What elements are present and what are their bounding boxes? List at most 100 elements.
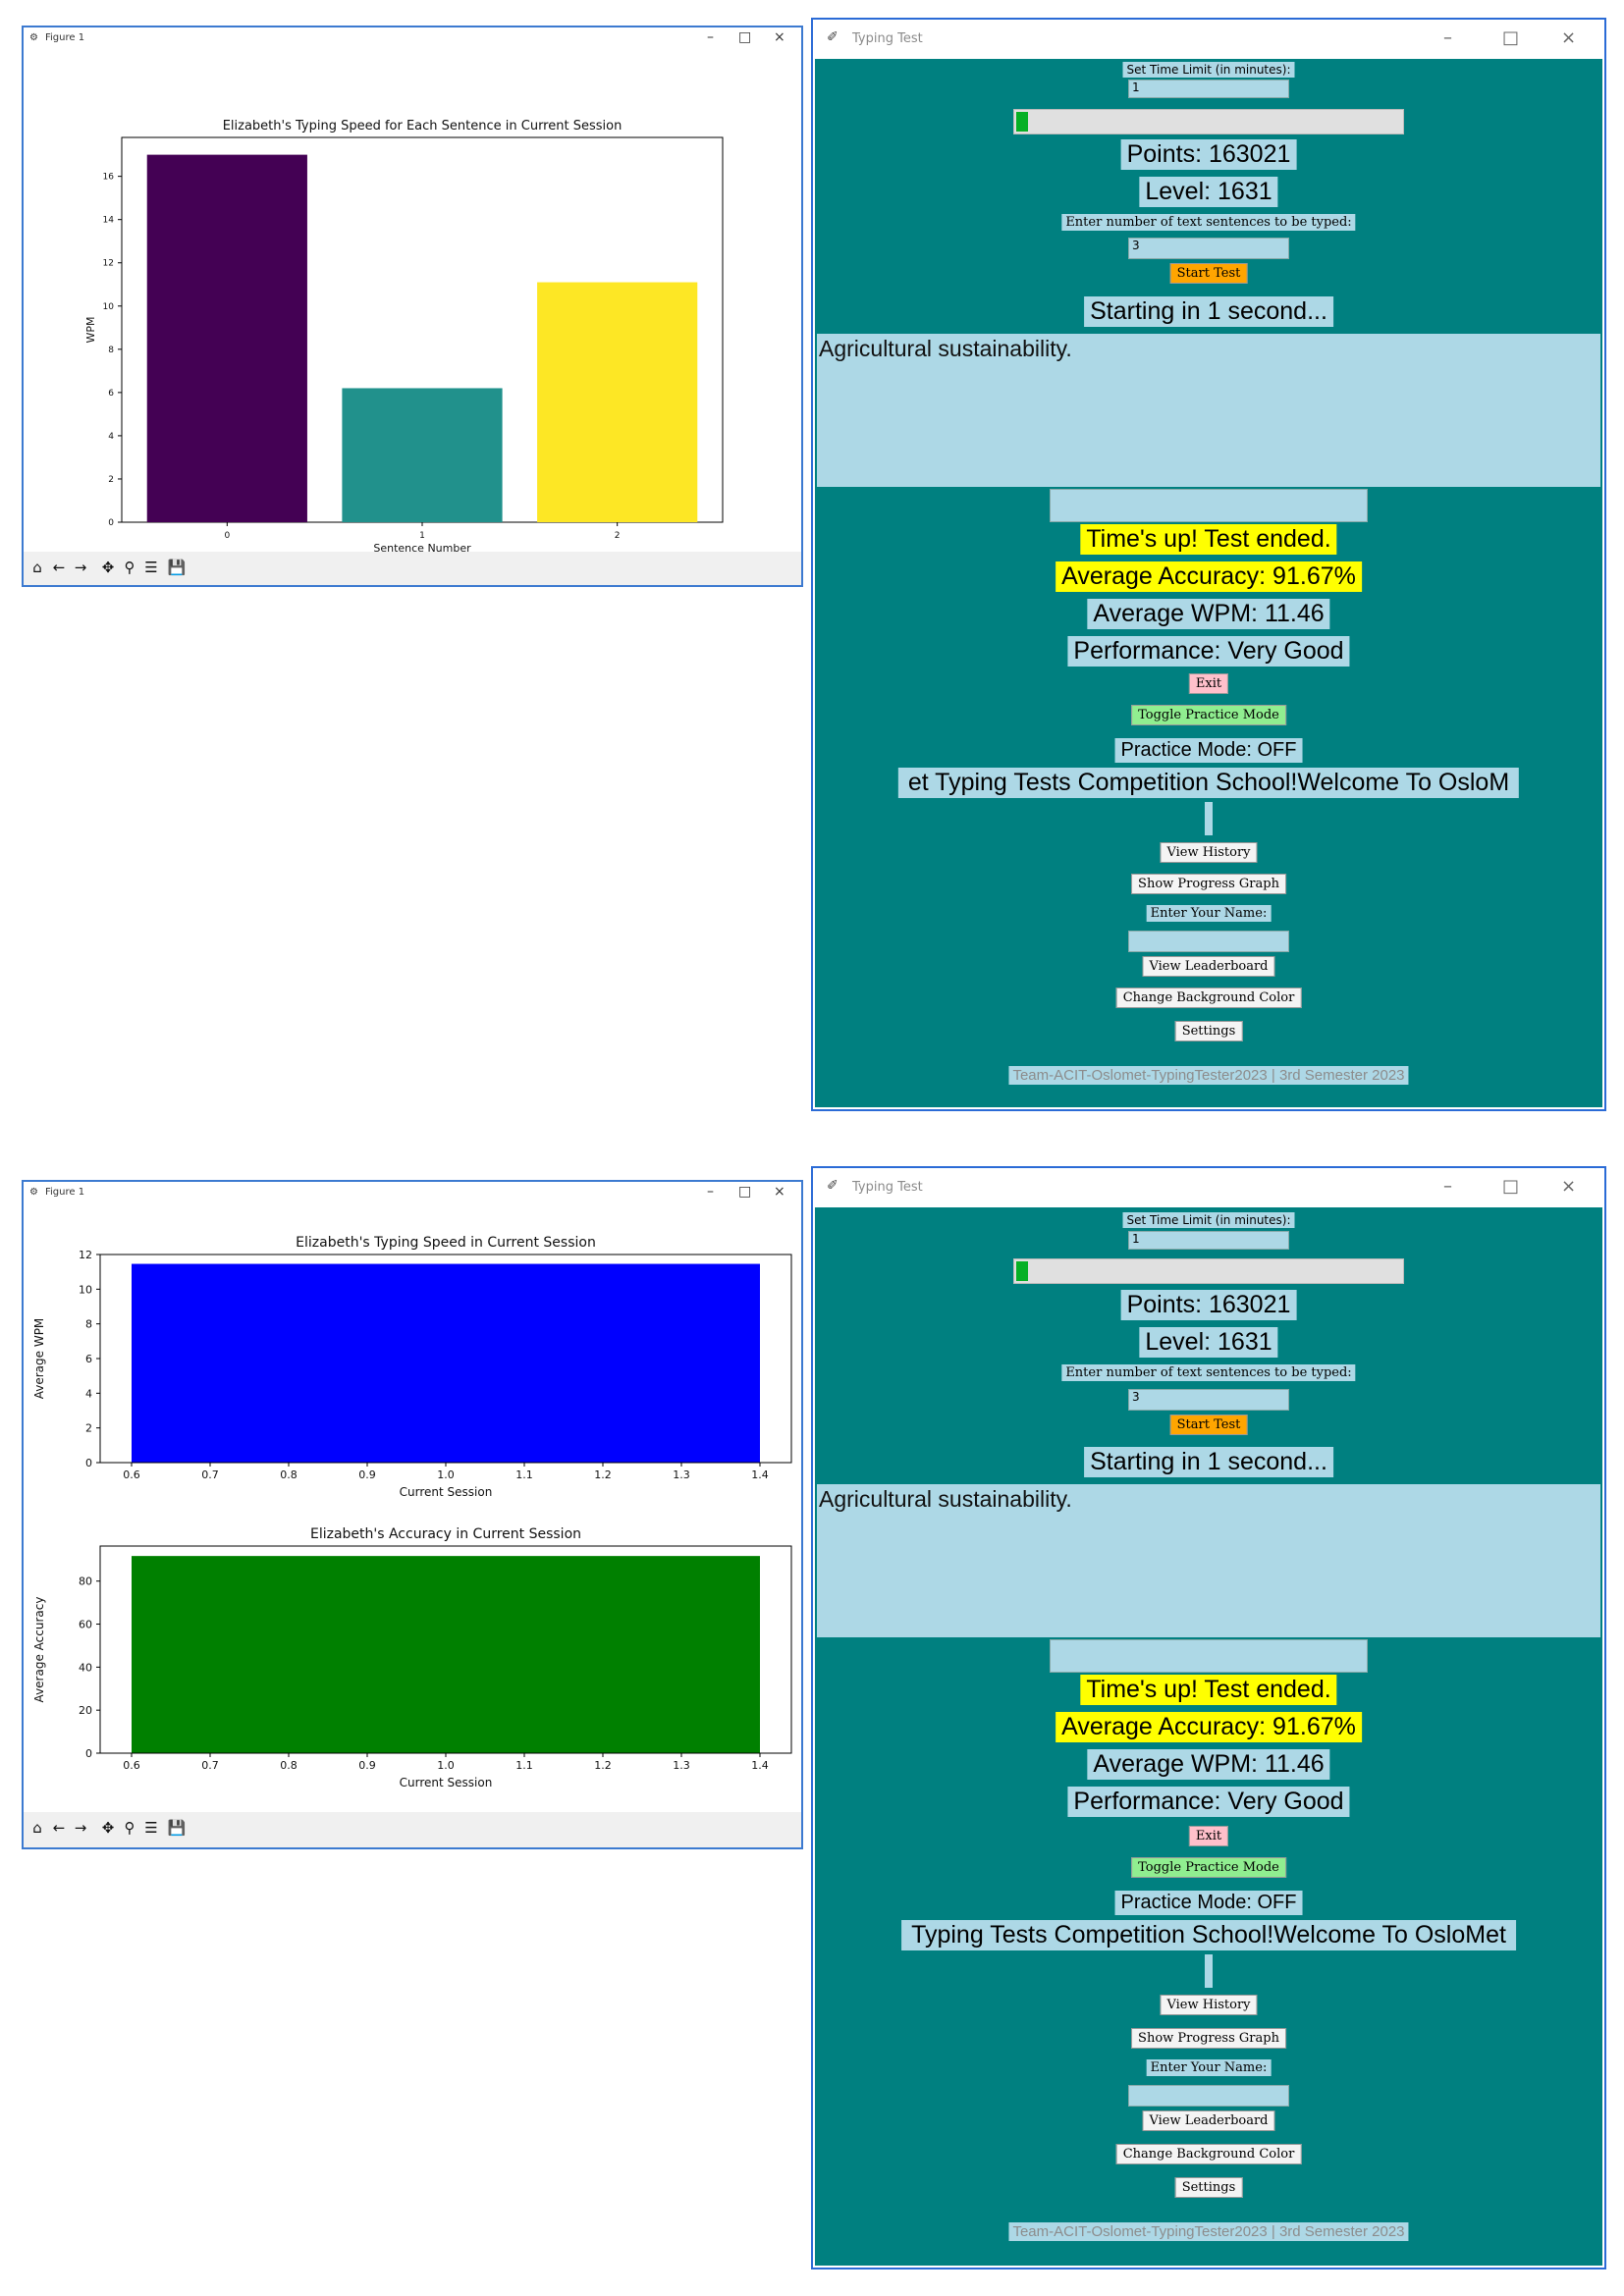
name-input[interactable] [1128, 2085, 1289, 2107]
welcome-marquee: et Typing Tests Competition School!Welco… [897, 768, 1520, 798]
footer-credits: Team-ACIT-Oslomet-TypingTester2023 | 3rd… [1008, 2222, 1409, 2241]
welcome-marquee: Typing Tests Competition School!Welcome … [901, 1920, 1516, 1950]
time-limit-label: Set Time Limit (in minutes): [1122, 62, 1295, 78]
x-tick-label: 0.6 [123, 1468, 140, 1481]
subplot-title: Elizabeth's Typing Speed in Current Sess… [296, 1235, 596, 1251]
level-label: Level: 1631 [1139, 177, 1278, 207]
y-tick-label: 6 [108, 389, 114, 399]
close-button[interactable]: × [1561, 27, 1577, 48]
time-limit-input[interactable]: 1 [1128, 80, 1289, 98]
sentences-count-input[interactable]: 3 [1128, 1389, 1289, 1411]
x-tick-label: 0.6 [123, 1759, 140, 1772]
minimize-button[interactable]: – [707, 1184, 714, 1200]
toggle-practice-mode-button[interactable]: Toggle Practice Mode [1131, 705, 1286, 725]
sentences-count-label: Enter number of text sentences to be typ… [1061, 1364, 1356, 1381]
figure-titlebar: ⚙ Figure 1 – □ × [24, 1182, 801, 1203]
times-up-label: Time's up! Test ended. [1080, 1675, 1337, 1705]
divider-bar [1205, 802, 1213, 835]
x-tick-label: 0.8 [280, 1759, 298, 1772]
typing-test-window-1: ✐ Typing Test – □ × Set Time Limit (in m… [811, 18, 1606, 1111]
y-tick-label: 2 [108, 475, 114, 485]
bar-session-accuracy [132, 1556, 760, 1753]
figure-navigation-toolbar: ⌂ ← → ✥ ⚲ ☰ 💾 [24, 1812, 801, 1847]
x-axis-label: Current Session [400, 1485, 493, 1499]
divider-bar [1205, 1954, 1213, 1988]
app-content: Set Time Limit (in minutes): 1 Points: 1… [815, 59, 1602, 1107]
home-icon[interactable]: ⌂ [32, 559, 42, 576]
y-tick-label: 12 [79, 1249, 92, 1261]
name-label: Enter Your Name: [1146, 2059, 1272, 2076]
practice-mode-status: Practice Mode: OFF [1114, 738, 1303, 763]
pan-icon[interactable]: ✥ [101, 1819, 115, 1837]
countdown-label: Starting in 1 second... [1084, 296, 1333, 327]
forward-arrow-icon[interactable]: → [74, 559, 87, 576]
matplotlib-icon: ⚙ [29, 1187, 38, 1198]
forward-arrow-icon[interactable]: → [74, 1819, 87, 1837]
minimize-button[interactable]: – [1443, 27, 1452, 48]
exit-button[interactable]: Exit [1188, 1826, 1229, 1846]
bar-sentence-0 [146, 154, 307, 522]
exit-button[interactable]: Exit [1188, 673, 1229, 694]
zoom-icon[interactable]: ⚲ [124, 559, 135, 576]
average-accuracy-label: Average Accuracy: 91.67% [1056, 1712, 1362, 1742]
back-arrow-icon[interactable]: ← [52, 1819, 66, 1837]
pan-icon[interactable]: ✥ [101, 559, 115, 576]
window-title: Typing Test [852, 1180, 923, 1195]
figure-window-2: ⚙ Figure 1 – □ × Elizabeth's Typing Spee… [22, 1180, 803, 1849]
show-progress-graph-button[interactable]: Show Progress Graph [1131, 874, 1286, 894]
minimize-button[interactable]: – [1443, 1176, 1452, 1197]
view-leaderboard-button[interactable]: View Leaderboard [1142, 956, 1275, 977]
maximize-button[interactable]: □ [738, 29, 752, 45]
app-content: Set Time Limit (in minutes): 1 Points: 1… [815, 1207, 1602, 2266]
view-history-button[interactable]: View History [1160, 842, 1258, 863]
performance-label: Performance: Very Good [1067, 636, 1350, 667]
y-tick-label: 10 [103, 302, 115, 312]
start-test-button[interactable]: Start Test [1169, 1415, 1248, 1435]
close-button[interactable]: × [774, 1184, 785, 1200]
view-history-button[interactable]: View History [1160, 1995, 1258, 2015]
average-accuracy-label: Average Accuracy: 91.67% [1056, 561, 1362, 592]
sentences-count-input[interactable]: 3 [1128, 238, 1289, 259]
y-tick-label: 4 [85, 1387, 92, 1400]
time-limit-input[interactable]: 1 [1128, 1231, 1289, 1250]
configure-subplots-icon[interactable]: ☰ [144, 559, 158, 576]
y-tick-label: 60 [79, 1619, 92, 1631]
toggle-practice-mode-button[interactable]: Toggle Practice Mode [1131, 1857, 1286, 1878]
view-leaderboard-button[interactable]: View Leaderboard [1142, 2110, 1275, 2131]
y-axis-label: WPM [84, 316, 97, 343]
settings-button[interactable]: Settings [1174, 2177, 1243, 2198]
name-input[interactable] [1128, 931, 1289, 952]
home-icon[interactable]: ⌂ [32, 1819, 42, 1837]
show-progress-graph-button[interactable]: Show Progress Graph [1131, 2028, 1286, 2049]
app-titlebar: ✐ Typing Test – □ × [813, 1168, 1604, 1207]
bar-session-wpm [132, 1263, 760, 1463]
x-tick-label: 0.9 [358, 1759, 376, 1772]
settings-button[interactable]: Settings [1174, 1021, 1243, 1041]
start-test-button[interactable]: Start Test [1169, 263, 1248, 284]
maximize-button[interactable]: □ [1502, 27, 1520, 48]
sentence-display: Agricultural sustainability. [817, 334, 1600, 487]
close-button[interactable]: × [1561, 1176, 1577, 1197]
configure-subplots-icon[interactable]: ☰ [144, 1819, 158, 1837]
y-tick-label: 8 [108, 346, 114, 355]
maximize-button[interactable]: □ [738, 1184, 752, 1200]
y-tick-label: 40 [79, 1661, 92, 1674]
y-axis-label: Average Accuracy [32, 1597, 46, 1703]
maximize-button[interactable]: □ [1502, 1176, 1520, 1197]
save-icon[interactable]: 💾 [167, 1819, 187, 1837]
minimize-button[interactable]: – [707, 29, 714, 45]
zoom-icon[interactable]: ⚲ [124, 1819, 135, 1837]
save-icon[interactable]: 💾 [167, 559, 187, 576]
x-tick-label: 1.1 [515, 1468, 533, 1481]
session-summary-charts: Elizabeth's Typing Speed in Current Sess… [32, 1235, 792, 1789]
typing-input[interactable] [1050, 489, 1368, 522]
level-label: Level: 1631 [1139, 1327, 1278, 1358]
change-background-color-button[interactable]: Change Background Color [1115, 988, 1302, 1008]
typing-input[interactable] [1050, 1639, 1368, 1673]
back-arrow-icon[interactable]: ← [52, 559, 66, 576]
x-axis-label: Sentence Number [373, 542, 471, 555]
change-background-color-button[interactable]: Change Background Color [1115, 2144, 1302, 2164]
x-tick-label: 0.9 [358, 1468, 376, 1481]
close-button[interactable]: × [774, 29, 785, 45]
y-tick-label: 0 [85, 1457, 92, 1469]
